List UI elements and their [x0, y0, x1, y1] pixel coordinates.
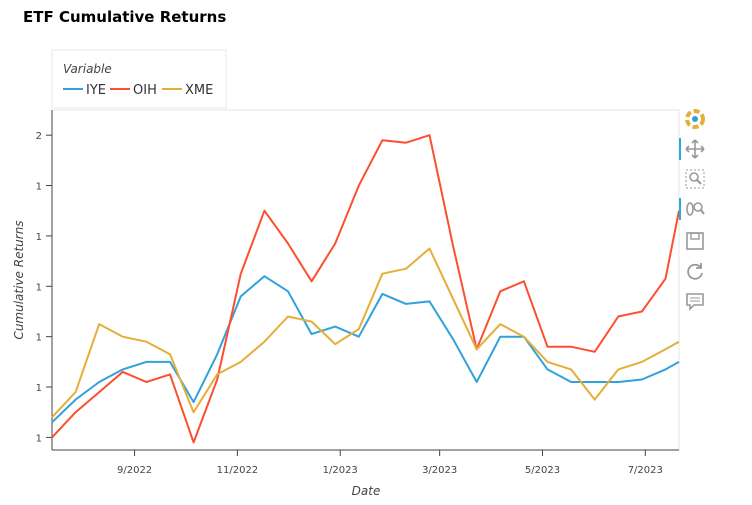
legend-title: Variable — [63, 62, 112, 76]
legend: Variable IYE OIH XME — [51, 49, 227, 109]
x-tick-label: 5/2023 — [525, 465, 560, 476]
wheel-zoom-icon[interactable] — [679, 198, 706, 220]
axes — [51, 110, 679, 451]
plot-frame — [51, 109, 680, 451]
legend-label-oih: OIH — [133, 83, 157, 98]
x-tick-label: 9/2022 — [117, 465, 152, 476]
toolbar — [679, 108, 710, 318]
hover-icon[interactable] — [684, 290, 706, 312]
series — [51, 134, 680, 444]
legend-label-xme: XME — [185, 83, 213, 98]
save-icon[interactable] — [684, 230, 706, 252]
x-tick-label: 7/2023 — [628, 465, 663, 476]
x-tick-label: 3/2023 — [422, 465, 457, 476]
x-axis-label: Date — [352, 484, 381, 498]
ticks: 9/2022 11/2022 1/2023 3/2023 5/2023 7/2023 1 1 1… — [36, 131, 663, 476]
y-axis-label: Cumulative Returns — [12, 220, 26, 339]
y-tick-label: 1 — [36, 282, 42, 293]
bokeh-logo-icon[interactable] — [684, 108, 706, 130]
pan-icon[interactable] — [679, 138, 706, 160]
series-line-iye — [51, 275, 680, 424]
chart-title: ETF Cumulative Returns — [23, 8, 227, 26]
y-tick-label: 1 — [36, 232, 42, 243]
legend-box — [51, 49, 227, 109]
series-line-xme — [51, 247, 680, 418]
y-tick-label: 2 — [36, 131, 42, 142]
y-tick-label: 1 — [36, 333, 42, 344]
y-tick-label: 1 — [36, 182, 42, 193]
x-tick-label: 1/2023 — [323, 465, 358, 476]
y-tick-label: 1 — [36, 383, 42, 394]
box-zoom-icon[interactable] — [684, 168, 706, 190]
legend-label-iye: IYE — [86, 83, 106, 98]
x-tick-label: 11/2022 — [217, 465, 259, 476]
reset-icon[interactable] — [684, 260, 706, 282]
series-line-oih — [51, 134, 680, 444]
y-tick-label: 1 — [36, 433, 42, 444]
